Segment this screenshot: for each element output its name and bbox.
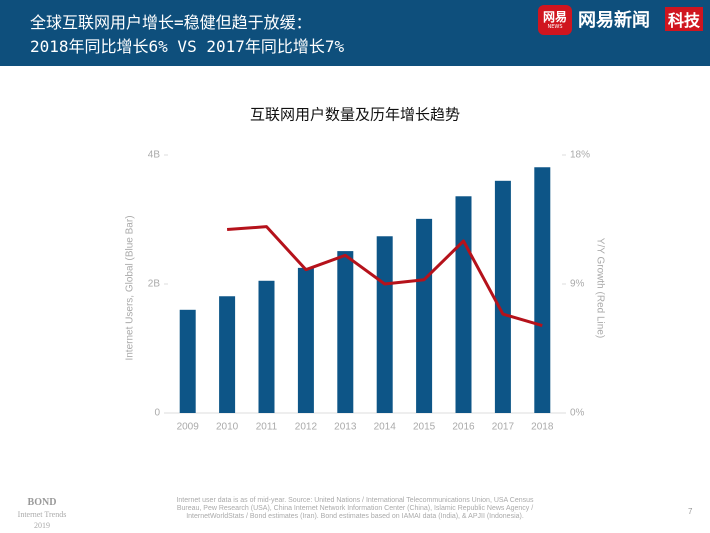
page-number: 7	[688, 507, 693, 516]
bar	[534, 167, 551, 413]
y2-tick-label: 0%	[570, 408, 585, 419]
chart: 互联网用户数量及历年增长趋势 Internet Users, Global (B…	[125, 106, 606, 433]
footer-brand: BOND	[27, 497, 57, 508]
bar	[337, 251, 354, 413]
bar	[179, 309, 196, 413]
title-line: 全球互联网用户增长=稳健但趋于放缓：	[30, 13, 312, 32]
x-tick-label: 2009	[177, 422, 200, 433]
y-tick-label: 0	[154, 408, 160, 419]
logo-icon: 网易 NEWS	[538, 5, 572, 35]
footer-year: 2019	[34, 521, 50, 530]
bar	[494, 180, 511, 413]
x-tick-label: 2016	[452, 422, 475, 433]
y2-tick-label: 18%	[570, 150, 590, 161]
bar	[416, 218, 433, 413]
chart-title: 互联网用户数量及历年增长趋势	[250, 106, 460, 124]
x-tick-label: 2015	[413, 422, 436, 433]
title-line: 2018年同比增长6% VS 2017年同比增长7%	[30, 37, 345, 56]
logo-icon-text: 网易	[542, 10, 567, 24]
bar	[258, 280, 275, 413]
logo-tag: 科技	[665, 7, 704, 31]
x-tick-label: 2013	[334, 422, 357, 433]
x-tick-label: 2012	[295, 422, 318, 433]
logo-icon-sub: NEWS	[547, 24, 563, 30]
y-tick-label: 4B	[148, 150, 161, 161]
x-tick-label: 2018	[531, 422, 554, 433]
bar	[297, 267, 314, 413]
footer-source: Internet user data is as of mid-year. So…	[176, 497, 534, 520]
y2-tick-label: 9%	[570, 279, 585, 290]
y-tick-label: 2B	[148, 279, 161, 290]
header: 全球互联网用户增长=稳健但趋于放缓： 2018年同比增长6% VS 2017年同…	[0, 0, 710, 66]
bar	[219, 296, 236, 413]
footer-brand-sub: Internet Trends	[17, 510, 67, 519]
line	[226, 225, 543, 328]
y2-axis-label: Y/Y Growth (Red Line)	[594, 238, 605, 338]
x-tick-label: 2010	[216, 422, 239, 433]
x-tick-label: 2011	[256, 422, 278, 433]
x-tick-label: 2017	[492, 422, 515, 433]
logo-name: 网易新闻	[578, 10, 650, 31]
y-axis-label: Internet Users, Global (Blue Bar)	[125, 215, 136, 360]
x-tick-label: 2014	[374, 422, 397, 433]
bar	[376, 236, 393, 413]
bar	[455, 196, 472, 413]
